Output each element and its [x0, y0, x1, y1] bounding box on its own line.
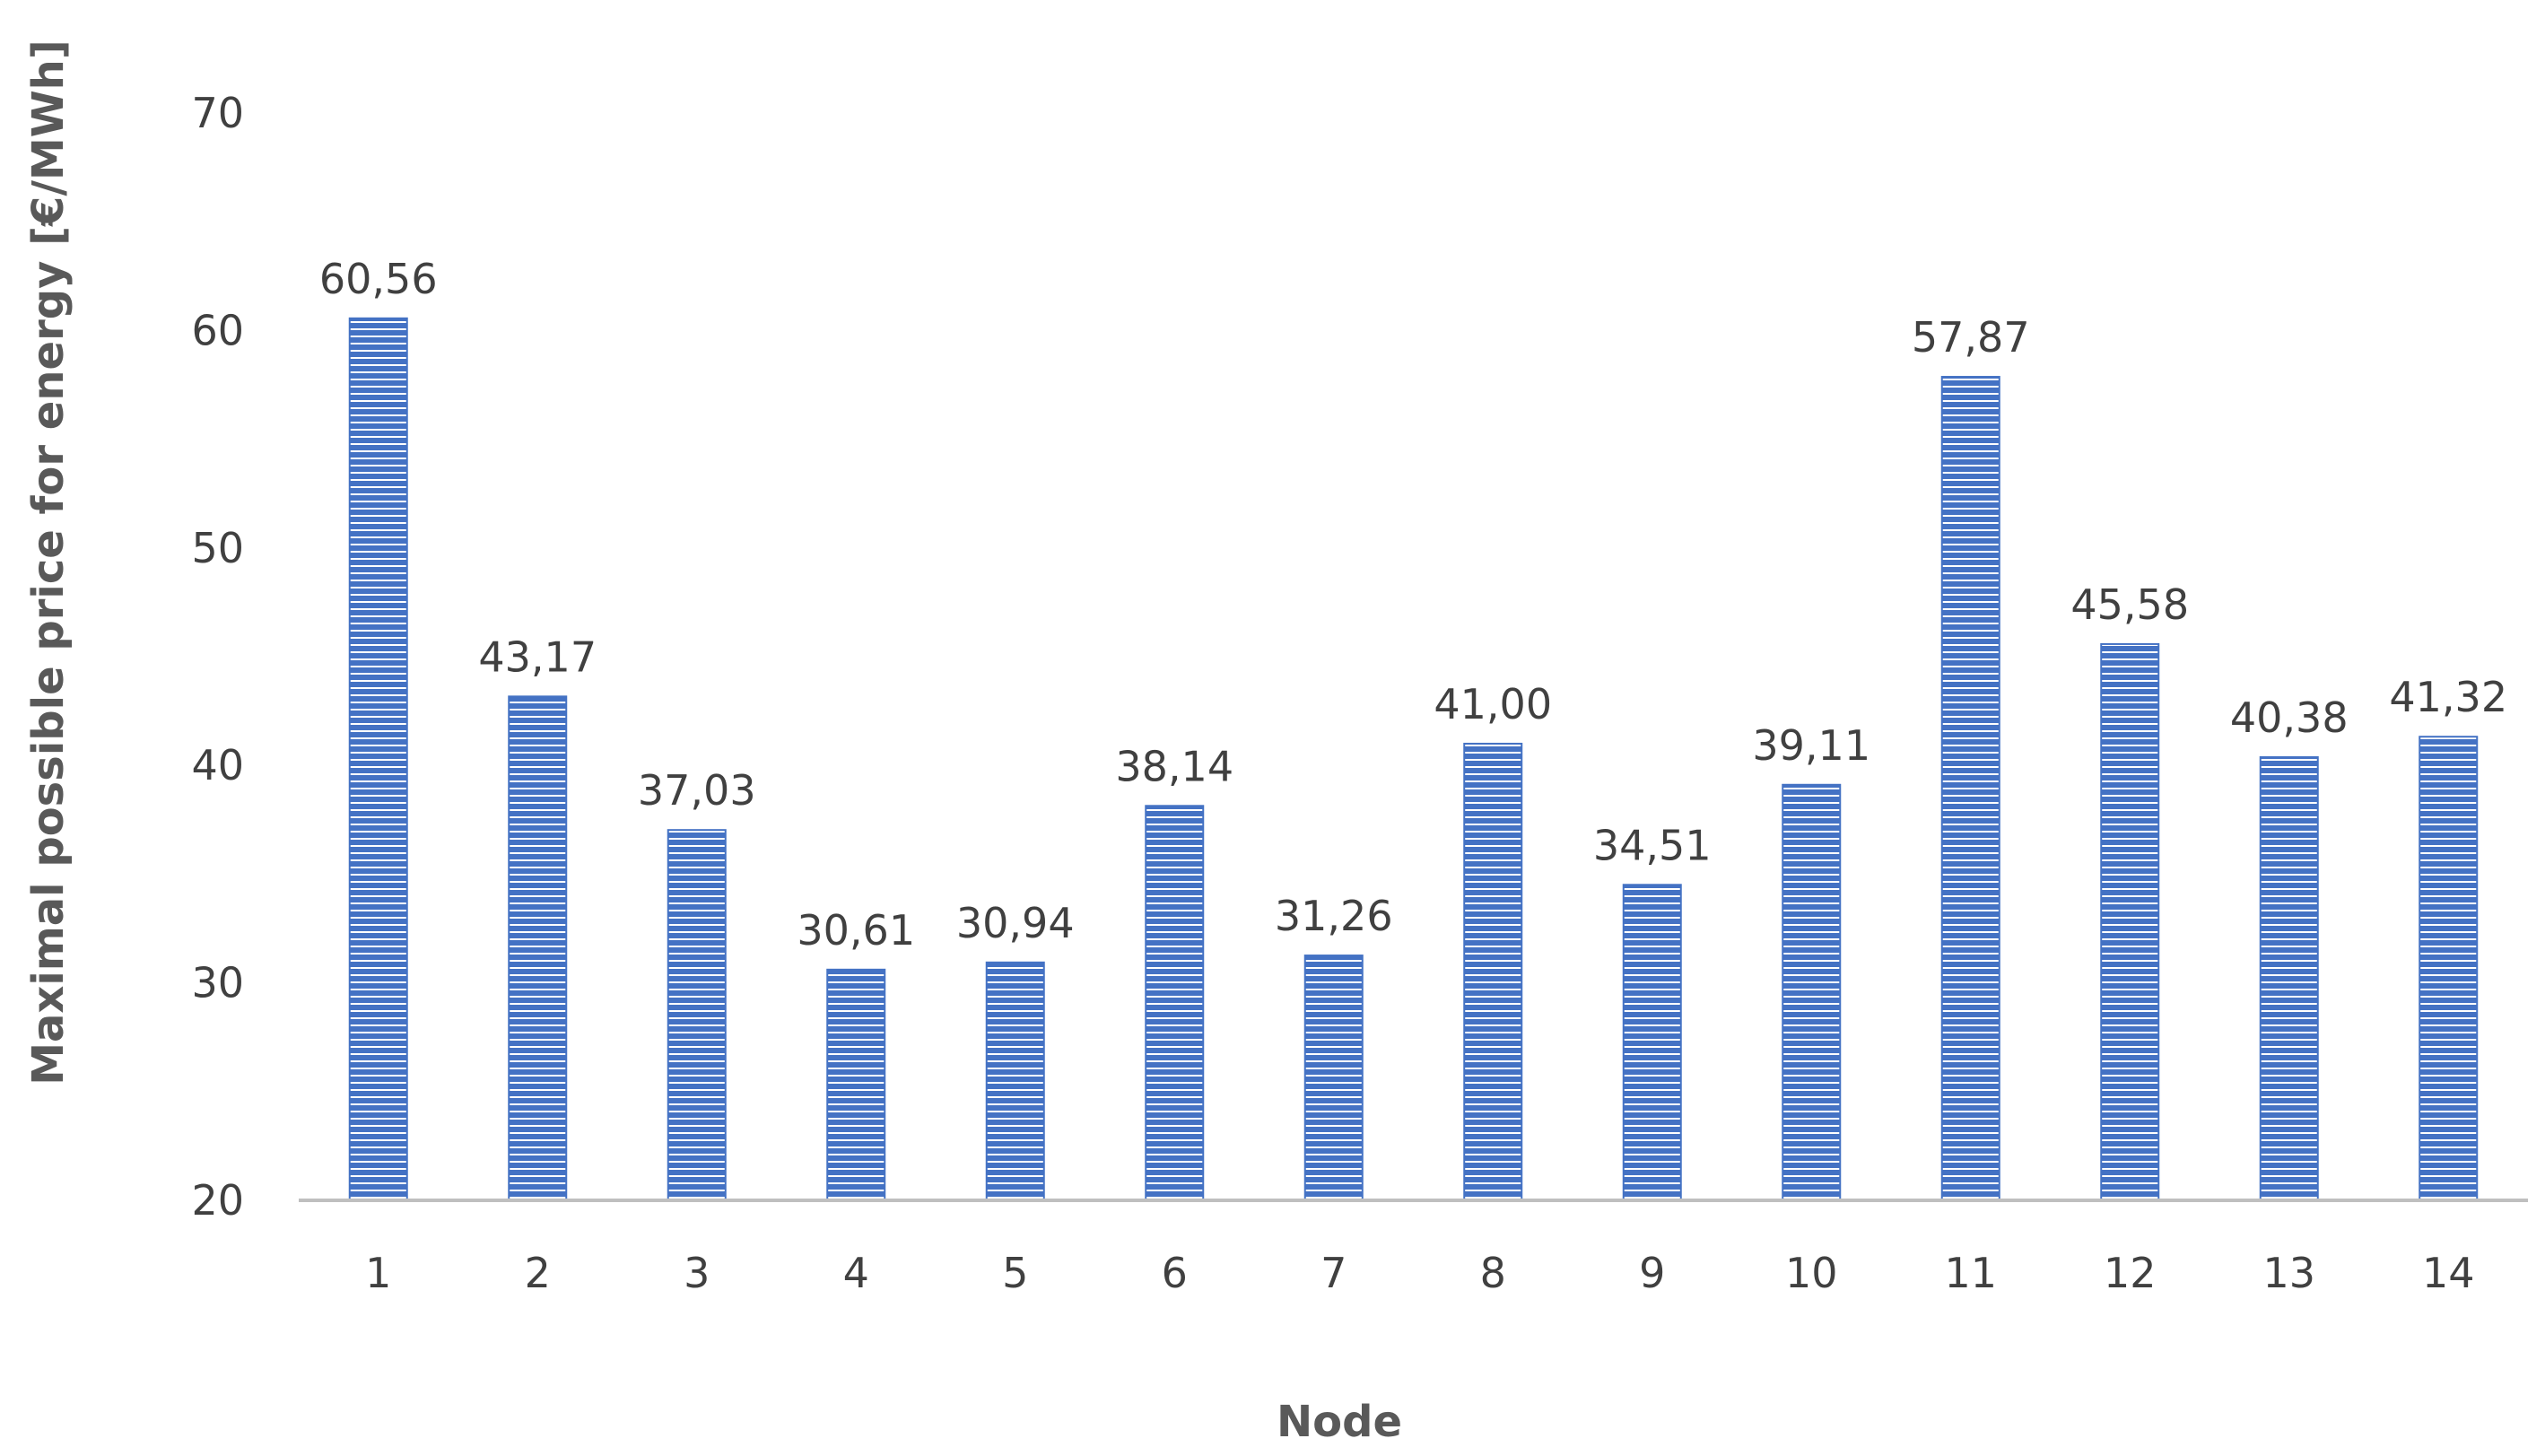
x-tick-label: 12	[2104, 1249, 2157, 1297]
bar	[1145, 805, 1205, 1201]
bar	[508, 695, 568, 1201]
x-tick-label: 1	[365, 1249, 391, 1297]
bar-value-label: 43,17	[478, 632, 597, 681]
bar	[826, 968, 886, 1201]
x-axis: 1 2 3 4 5 6 7 8 9 10 11 12 13 14	[299, 1199, 2528, 1297]
x-tick-label: 4	[843, 1249, 869, 1297]
bar-value-label: 41,32	[2389, 673, 2507, 721]
x-axis-title: Node	[1277, 1397, 1402, 1447]
x-tick-label: 11	[1944, 1249, 1997, 1297]
bar	[348, 317, 408, 1201]
bar-value-label: 57,87	[1912, 313, 2030, 362]
y-axis: 20 30 40 50 60 70	[191, 89, 244, 1225]
bar-value-label: 41,00	[1434, 680, 1552, 728]
bar-value-label: 40,38	[2230, 693, 2349, 742]
bar	[1463, 742, 1523, 1202]
bar	[667, 829, 727, 1201]
y-axis-title: Maximal possible price for energy [€/MWh…	[23, 39, 74, 1085]
bar-value-label: 30,94	[956, 899, 1075, 947]
bar-value-label: 39,11	[1752, 721, 1870, 770]
data-labels: 60,56 43,17 37,03 30,61 30,94 38,14 31,26 41,00…	[319, 255, 2507, 955]
bar	[1940, 376, 2000, 1201]
x-tick-label: 7	[1320, 1249, 1347, 1297]
x-tick-label: 13	[2262, 1249, 2315, 1297]
y-tick-label: 30	[191, 959, 244, 1007]
x-tick-label: 5	[1002, 1249, 1028, 1297]
bar	[985, 961, 1045, 1202]
x-tick-label: 9	[1639, 1249, 1665, 1297]
y-tick-label: 50	[191, 524, 244, 572]
bar-value-label: 45,58	[2070, 580, 2189, 629]
x-tick-label: 10	[1785, 1249, 1838, 1297]
bar	[2419, 736, 2479, 1201]
bar	[2100, 642, 2160, 1201]
x-tick-label: 2	[525, 1249, 551, 1297]
y-tick-label: 70	[191, 89, 244, 137]
bar-value-label: 31,26	[1275, 892, 1393, 940]
y-tick-label: 60	[191, 306, 244, 354]
x-tick-label: 8	[1480, 1249, 1506, 1297]
bar-value-label: 34,51	[1593, 821, 1712, 869]
x-tick-label: 6	[1162, 1249, 1188, 1297]
bar-value-label: 30,61	[797, 906, 915, 955]
bar	[1622, 884, 1682, 1201]
y-tick-label: 20	[191, 1176, 244, 1225]
bar-value-label: 60,56	[319, 255, 438, 303]
y-tick-label: 40	[191, 741, 244, 789]
x-tick-label: 14	[2422, 1249, 2475, 1297]
bar	[2259, 755, 2319, 1201]
bar	[1782, 783, 1842, 1202]
x-tick-label: 3	[684, 1249, 710, 1297]
bar-value-label: 38,14	[1115, 742, 1233, 790]
bar	[1303, 955, 1364, 1202]
bar-value-label: 37,03	[638, 766, 756, 815]
bars	[348, 317, 2479, 1202]
